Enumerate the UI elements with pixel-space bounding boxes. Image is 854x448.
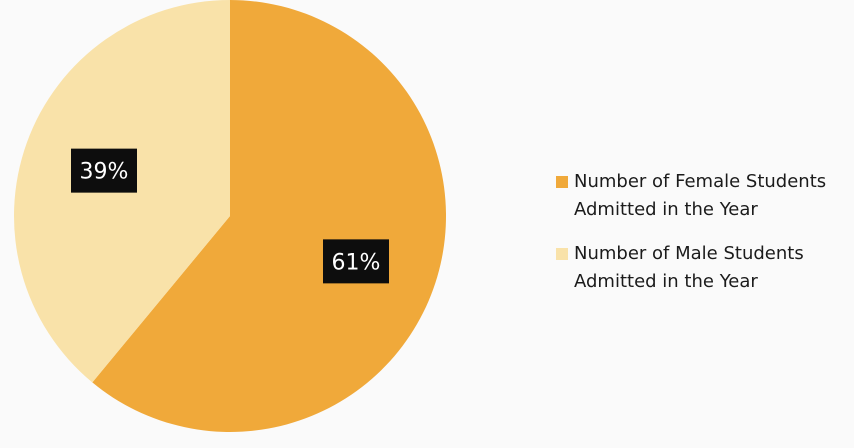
legend-label-female: Number of Female Students Admitted in th… bbox=[574, 171, 827, 220]
pie-slices bbox=[14, 0, 446, 432]
pie-data-labels: 61% 39% bbox=[70, 148, 390, 284]
legend-swatch-male bbox=[556, 248, 568, 260]
legend-item-male: Number of Male Students Admitted in the … bbox=[556, 240, 846, 296]
legend-swatch-female bbox=[556, 176, 568, 188]
pie-slice-female bbox=[92, 0, 446, 432]
data-label-female: 61% bbox=[332, 250, 381, 275]
data-label-male: 39% bbox=[80, 160, 129, 185]
legend-label-male: Number of Male Students Admitted in the … bbox=[574, 243, 804, 292]
legend: Number of Female Students Admitted in th… bbox=[556, 168, 846, 312]
data-label-box-female bbox=[323, 239, 390, 284]
data-label-box-male bbox=[70, 148, 137, 193]
legend-item-female: Number of Female Students Admitted in th… bbox=[556, 168, 846, 224]
